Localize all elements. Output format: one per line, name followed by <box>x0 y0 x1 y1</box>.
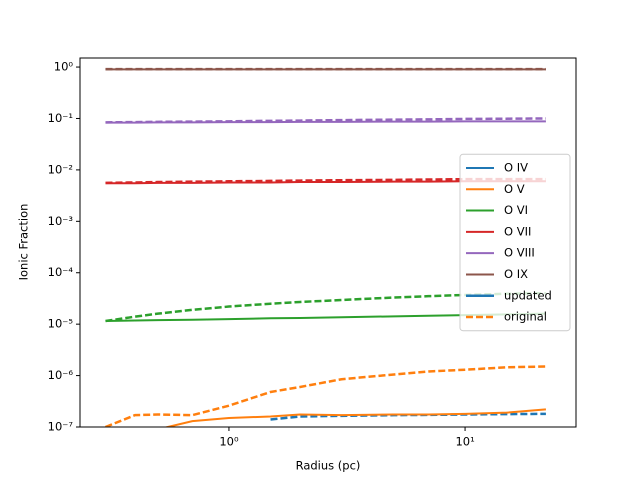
original-line <box>105 117 546 124</box>
legend-label: O V <box>504 182 525 196</box>
y-tick-label: 10⁻⁵ <box>48 317 74 331</box>
y-tick-label: 10⁻⁴ <box>48 265 74 279</box>
x-axis-label: Radius (pc) <box>296 459 361 473</box>
y-tick-label: 10⁻¹ <box>48 111 73 125</box>
legend-label: O VIII <box>504 246 535 260</box>
original-line <box>105 365 546 427</box>
y-tick-label: 10⁻³ <box>48 214 74 228</box>
y-tick-label: 10⁻² <box>48 162 73 176</box>
axes-frame <box>79 57 577 428</box>
y-axis-label: Ionic Fraction <box>17 204 31 281</box>
legend-label: O VII <box>504 224 531 238</box>
legend-label: O IX <box>504 267 528 281</box>
legend-box <box>459 153 571 332</box>
legend-label: O IV <box>504 160 528 174</box>
x-tick-label: 10⁰ <box>219 435 239 449</box>
legend-label: updated <box>504 288 552 302</box>
updated-line <box>163 408 547 427</box>
legend-label: O VI <box>504 203 528 217</box>
y-tick-label: 10⁻⁷ <box>48 420 74 434</box>
y-tick-label: 10⁰ <box>54 60 74 74</box>
legend-label: original <box>504 310 547 324</box>
original-line <box>105 177 546 185</box>
x-tick-label: 10¹ <box>455 435 474 449</box>
y-tick-label: 10⁻⁶ <box>48 368 74 382</box>
